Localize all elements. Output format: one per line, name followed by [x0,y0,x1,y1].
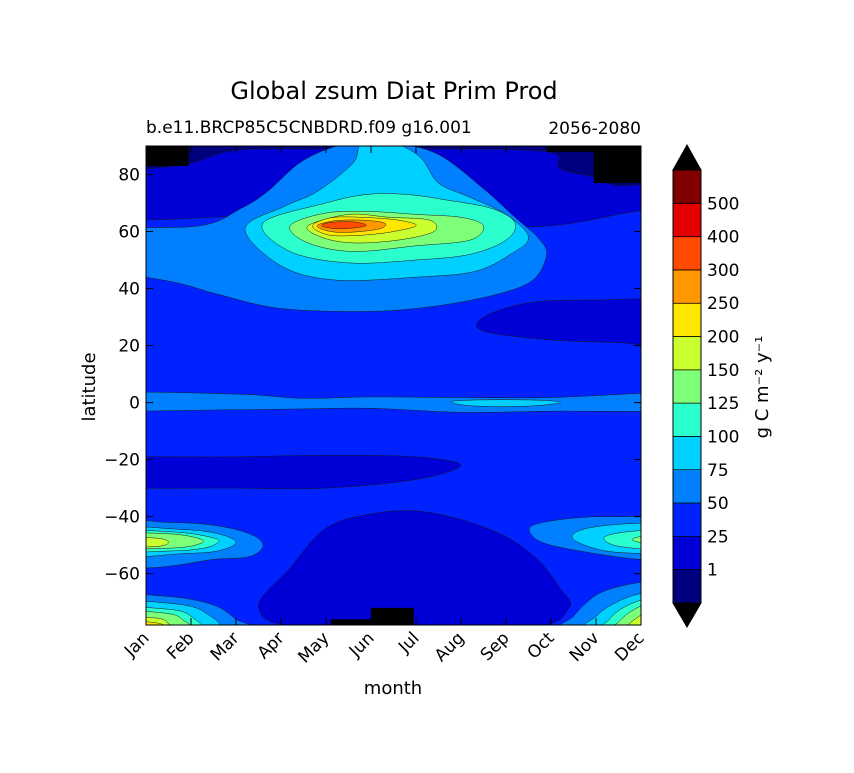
colorbar-band [673,369,701,404]
missing-region-0 [146,146,189,166]
colorbar-tick-label: 400 [707,228,739,248]
y-tick-label: 80 [118,166,140,186]
colorbar-band [673,269,701,304]
colorbar-tick-label: 250 [707,294,739,314]
missing-region-2 [593,146,641,184]
colorbar-band [673,203,701,238]
x-tick-label: Jul [394,628,423,657]
contour-equator-100 [451,399,561,407]
contour-southern-west-200 [146,537,169,548]
colorbar-band [673,469,701,504]
colorbar-label: g C m⁻² y⁻¹ [752,336,773,439]
x-tick-label: Dec [611,628,648,665]
y-tick-label: 20 [118,337,140,357]
x-tick-label: Feb [163,628,198,663]
colorbar-band [673,170,701,204]
colorbar-band [673,403,701,438]
contour-equator-75 [146,391,641,413]
y-axis-label: latitude [79,352,100,421]
colorbar-frame [672,169,702,604]
x-tick-label: May [295,628,334,667]
colorbar-extend-max [672,143,702,171]
x-tick-label: Jan [120,628,153,661]
colorbar-tick-label: 50 [707,494,729,514]
contour-antarctic-east-200 [627,614,641,625]
contour-south-gyre-central [258,510,572,625]
colorbar-tick-label: 100 [707,427,739,447]
x-tick-label: Oct [524,628,559,663]
y-tick-label: −40 [104,508,140,528]
chart-subtitle-left: b.e11.BRCP85C5CNBDRD.f09 g16.001 [146,118,472,138]
colorbar-tick-label: 1 [707,561,718,581]
contour-southern-east-125 [603,530,641,550]
x-tick-label: Nov [566,628,604,666]
colorbar-band [673,236,701,271]
y-tick-label: −20 [104,451,140,471]
colorbar-tick-label: 300 [707,261,739,281]
y-tick-label: 0 [129,394,140,414]
contour-antarctic-west-250 [146,621,164,625]
contour-north-gyre [476,298,641,346]
colorbar-tick-label: 25 [707,527,729,547]
y-tick-label: 40 [118,280,140,300]
colorbar-tick-label: 150 [707,361,739,381]
chart-title: Global zsum Diat Prim Prod [230,77,557,105]
colorbar-band [673,303,701,338]
colorbar-band [673,536,701,571]
contour-south-gyre [146,455,462,490]
x-tick-label: Aug [431,628,469,666]
colorbar-tick-label: 75 [707,461,729,481]
missing-region-1 [546,146,639,152]
colorbar-tick-label: 200 [707,328,739,348]
chart-subtitle-right: 2056-2080 [548,119,641,139]
plot-area [146,146,641,625]
colorbar-extend-min [672,602,702,628]
colorbar-band [673,436,701,471]
x-tick-label: Sep [477,628,514,665]
colorbar-tick-label: 500 [707,194,739,214]
y-tick-label: −60 [104,565,140,585]
missing-region-4 [371,607,414,625]
x-axis-label: month [364,678,422,699]
colorbar-band [673,569,701,603]
colorbar-band [673,336,701,371]
colorbar-band [673,503,701,537]
y-tick-label: 60 [118,223,140,243]
x-tick-label: Apr [254,628,289,663]
y-axis: 80 60 40 20 0 −20 −40 −60 [104,166,641,585]
contour-arctic-400 [321,221,367,230]
x-tick-label: Mar [207,628,244,665]
contour-southern-east-150 [631,536,641,543]
colorbar-tick-label: 125 [707,394,739,414]
x-tick-label: Jun [345,628,379,662]
plot-frame [145,145,642,626]
